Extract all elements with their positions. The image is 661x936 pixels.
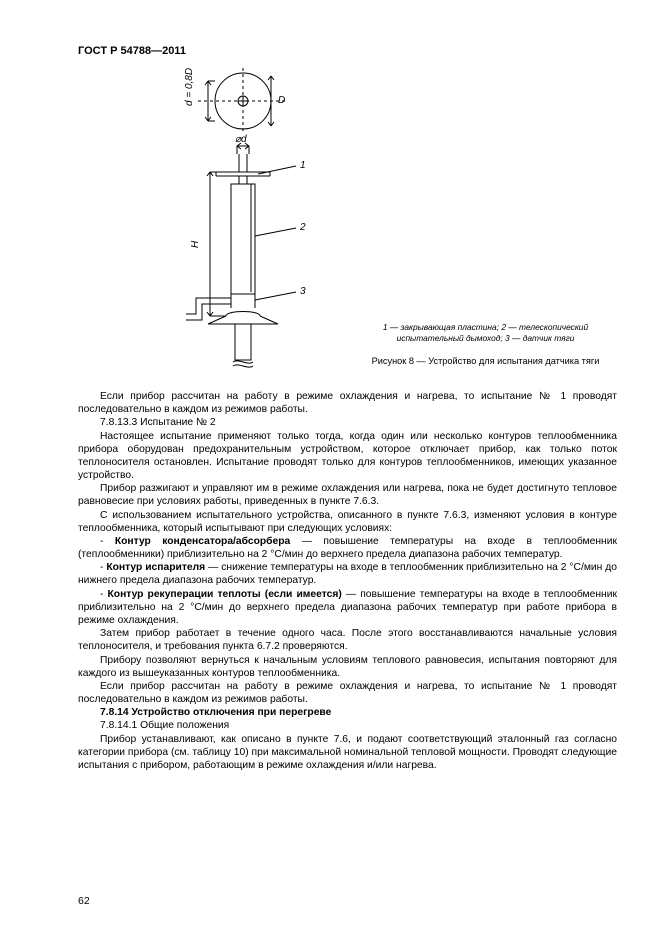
document-page: ГОСТ Р 54788—2011 xyxy=(0,0,661,936)
para: Затем прибор работает в течение одного ч… xyxy=(78,627,617,653)
para: Если прибор рассчитан на работу в режиме… xyxy=(78,680,617,706)
callout-2: 2 xyxy=(299,222,306,233)
dim-d08D: d = 0,8D xyxy=(184,68,195,106)
para: Прибор устанавливают, как описано в пунк… xyxy=(78,733,617,773)
para: Настоящее испытание применяют только тог… xyxy=(78,430,617,483)
para: Прибору позволяют вернуться к начальным … xyxy=(78,654,617,680)
figure-svg: 1 2 3 D d = 0,8D ⌀d H xyxy=(138,66,348,384)
para: 7.8.13.3 Испытание № 2 xyxy=(78,416,617,429)
figure-legend: 1 — закрывающая пластина; 2 — телескопич… xyxy=(353,322,618,343)
page-number: 62 xyxy=(78,895,90,908)
figure-caption: Рисунок 8 — Устройство для испытания дат… xyxy=(353,356,618,368)
dim-D: D xyxy=(278,95,285,106)
body-text: Если прибор рассчитан на работу в режиме… xyxy=(78,390,617,772)
para: Прибор разжигают и управляют им в режиме… xyxy=(78,482,617,508)
callout-1: 1 xyxy=(300,160,306,171)
dim-H: H xyxy=(190,240,201,248)
para: 7.8.14 Устройство отключения при перегре… xyxy=(78,706,617,719)
para: С использованием испытательного устройст… xyxy=(78,509,617,535)
callout-3: 3 xyxy=(300,286,306,297)
figure-8: 1 2 3 D d = 0,8D ⌀d H 1 — закрывающая пл… xyxy=(78,66,618,390)
para: 7.8.14.1 Общие положения xyxy=(78,719,617,732)
para: - Контур рекуперации теплоты (если имеет… xyxy=(78,588,617,628)
para: Если прибор рассчитан на работу в режиме… xyxy=(78,390,617,416)
para: - Контур конденсатора/абсорбера — повыше… xyxy=(78,535,617,561)
para: - Контур испарителя — снижение температу… xyxy=(78,561,617,587)
dim-od: ⌀d xyxy=(235,134,247,145)
standard-header: ГОСТ Р 54788—2011 xyxy=(78,44,617,58)
